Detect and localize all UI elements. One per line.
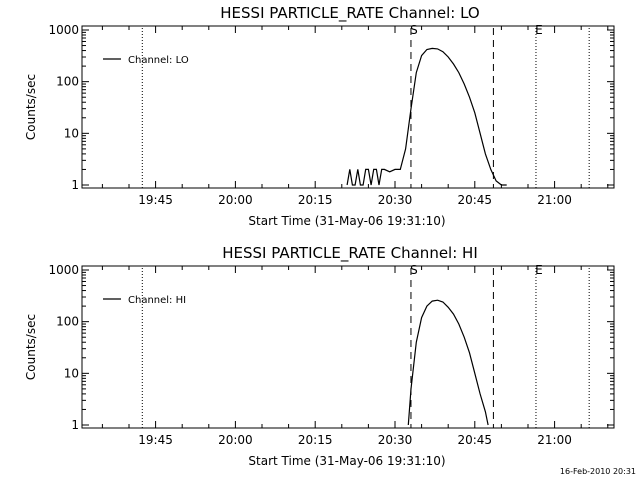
legend-label: Channel: HI <box>128 295 186 306</box>
x-tick-label: 21:00 <box>537 433 572 447</box>
time-marker-label: S <box>410 23 418 37</box>
x-tick-label: 20:15 <box>298 433 333 447</box>
x-tick-label: 20:15 <box>298 193 333 207</box>
x-tick-label: 20:00 <box>218 433 253 447</box>
x-tick-label: 19:45 <box>138 433 173 447</box>
x-tick-label: 20:00 <box>218 193 253 207</box>
footer-timestamp: 16-Feb-2010 20:31 <box>560 467 636 476</box>
x-tick-label: 21:00 <box>537 193 572 207</box>
time-marker-label: S <box>410 263 418 277</box>
x-tick-label: 20:45 <box>457 433 492 447</box>
chart-title: HESSI PARTICLE_RATE Channel: LO <box>220 4 479 23</box>
x-tick-label: 20:30 <box>378 193 413 207</box>
y-tick-label: 1 <box>71 418 79 432</box>
y-tick-label: 10 <box>64 366 79 380</box>
x-tick-label: 20:30 <box>378 433 413 447</box>
x-axis-label: Start Time (31-May-06 19:31:10) <box>248 454 445 468</box>
x-tick-label: 20:45 <box>457 193 492 207</box>
legend-label: Channel: LO <box>128 55 189 66</box>
x-axis-label: Start Time (31-May-06 19:31:10) <box>248 214 445 228</box>
y-tick-label: 1000 <box>48 23 79 37</box>
chart-title: HESSI PARTICLE_RATE Channel: HI <box>222 244 478 263</box>
y-tick-label: 100 <box>56 75 79 89</box>
panel-hi: HESSI PARTICLE_RATE Channel: HI Counts/s… <box>24 244 615 468</box>
time-marker-label: E <box>535 23 543 37</box>
time-marker-label: E <box>535 263 543 277</box>
y-axis-label: Counts/sec <box>24 74 38 140</box>
panel-lo: HESSI PARTICLE_RATE Channel: LO Counts/s… <box>24 4 615 228</box>
x-tick-label: 19:45 <box>138 193 173 207</box>
series-line <box>346 47 507 186</box>
y-tick-label: 10 <box>64 126 79 140</box>
y-tick-label: 1000 <box>48 263 79 277</box>
series-line <box>407 299 489 426</box>
y-tick-label: 1 <box>71 178 79 192</box>
y-tick-label: 100 <box>56 315 79 329</box>
plot-frame <box>81 25 615 189</box>
plot-frame <box>81 265 615 429</box>
y-axis-label: Counts/sec <box>24 314 38 380</box>
